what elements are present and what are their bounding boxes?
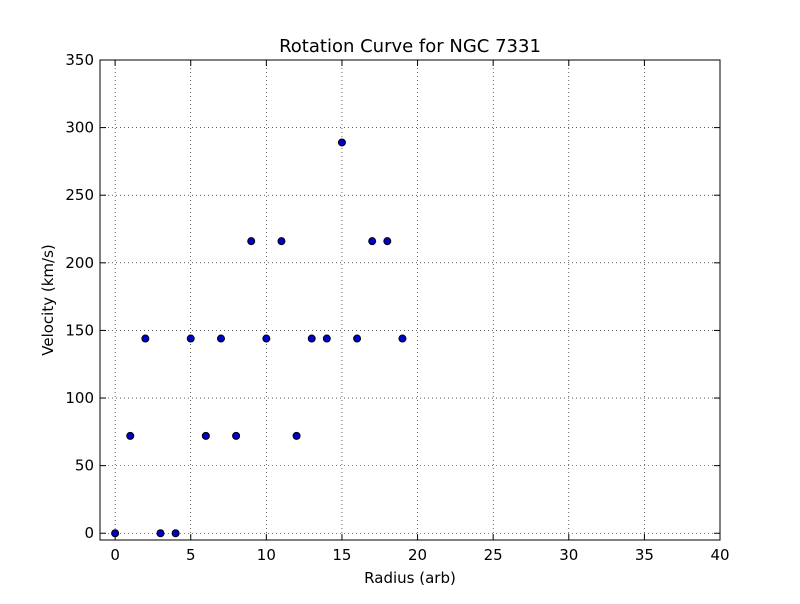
- x-axis-label: Radius (arb): [364, 569, 456, 587]
- y-tick-label: 250: [65, 186, 94, 204]
- data-point: [111, 529, 120, 538]
- y-axis-label: Velocity (km/s): [39, 244, 57, 355]
- x-tick-label: 30: [559, 546, 578, 564]
- y-tick-label: 200: [65, 254, 94, 272]
- y-tick-label: 350: [65, 51, 94, 69]
- x-tick-label: 20: [408, 546, 427, 564]
- data-point: [156, 529, 165, 538]
- data-point: [307, 334, 316, 343]
- x-tick-label: 35: [635, 546, 654, 564]
- tick-labels: 0 5 10 15 20 25 30 35 40 0 50 100 150 200 250 300 350: [65, 51, 729, 564]
- data-point: [216, 334, 225, 343]
- data-point: [262, 334, 271, 343]
- y-tick-label: 50: [75, 457, 94, 475]
- data-point: [353, 334, 362, 343]
- y-tick-label: 150: [65, 321, 94, 339]
- data-point: [247, 237, 256, 246]
- data-point: [141, 334, 150, 343]
- data-points: [111, 138, 407, 538]
- x-tick-label: 15: [332, 546, 351, 564]
- x-tick-label: 5: [186, 546, 196, 564]
- data-point: [337, 138, 346, 147]
- data-point: [322, 334, 331, 343]
- plot-frame: [99, 59, 721, 541]
- x-tick-label: 0: [110, 546, 120, 564]
- y-tick-label: 300: [65, 119, 94, 137]
- data-point: [292, 431, 301, 440]
- y-tick-label: 100: [65, 389, 94, 407]
- data-point: [186, 334, 195, 343]
- x-tick-label: 40: [710, 546, 729, 564]
- data-point: [398, 334, 407, 343]
- y-tick-label: 0: [84, 524, 94, 542]
- data-point: [201, 431, 210, 440]
- data-point: [383, 237, 392, 246]
- data-point: [126, 431, 135, 440]
- chart-title: Rotation Curve for NGC 7331: [279, 36, 541, 57]
- data-point: [171, 529, 180, 538]
- data-point: [277, 237, 286, 246]
- data-point: [368, 237, 377, 246]
- data-point: [232, 431, 241, 440]
- x-tick-label: 25: [484, 546, 503, 564]
- x-tick-label: 10: [257, 546, 276, 564]
